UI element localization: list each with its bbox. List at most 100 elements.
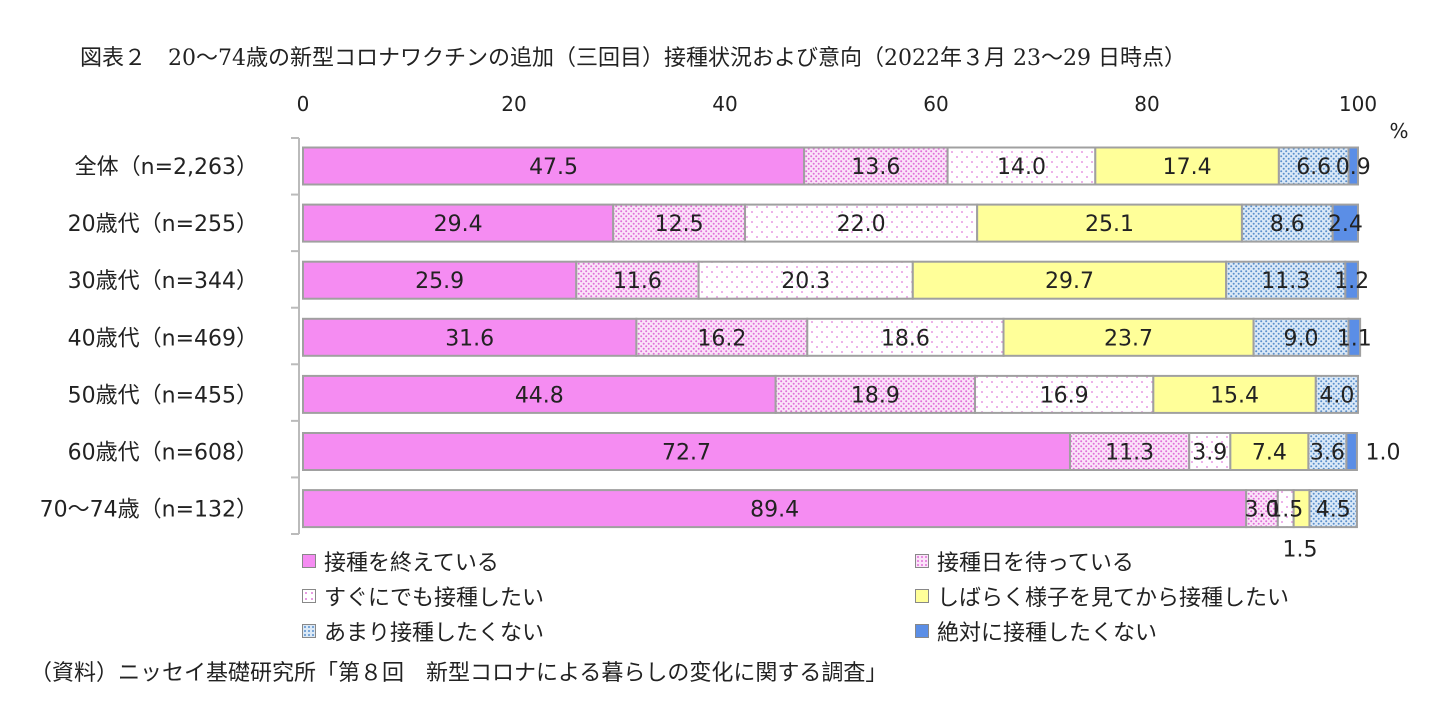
bar-segment — [1094, 146, 1280, 186]
data-label: 18.6 — [881, 326, 930, 351]
x-tick-label: 80 — [1134, 92, 1159, 116]
chart-title: 図表２ 20〜74歳の新型コロナワクチンの追加（三回目）接種状況および意向（20… — [80, 46, 1186, 71]
legend-label: 絶対に接種したくない — [937, 621, 1158, 646]
data-label: 23.7 — [1104, 326, 1153, 351]
bar-segment — [774, 374, 977, 414]
legend-item: あまり接種したくない — [302, 615, 544, 647]
data-label: 11.3 — [1105, 441, 1154, 466]
legend-swatch — [302, 589, 316, 603]
category-label: 20歳代（n=255） — [68, 212, 258, 237]
data-label: 4.0 — [1319, 383, 1354, 408]
legend-swatch — [915, 589, 929, 603]
data-label: 1.2 — [1334, 269, 1369, 294]
category-label: 50歳代（n=455） — [68, 383, 258, 408]
bar-segment — [974, 374, 1155, 414]
bar-segment — [946, 146, 1097, 186]
bar-segment — [697, 260, 914, 300]
outside-data-label: 1.5 — [1283, 538, 1318, 563]
bar-segment — [302, 489, 1248, 529]
legend-item: 絶対に接種したくない — [915, 615, 1157, 647]
data-label: 16.9 — [1040, 383, 1089, 408]
x-tick-label: 100 — [1339, 92, 1377, 116]
data-label: 25.9 — [415, 269, 464, 294]
category-label: 全体（n=2,263） — [75, 155, 258, 180]
data-label: 9.0 — [1284, 326, 1319, 351]
bar-segment — [302, 146, 806, 186]
data-label: 8.6 — [1270, 212, 1305, 237]
bar-segment — [1152, 374, 1317, 414]
outside-data-label: 1.0 — [1366, 441, 1401, 466]
bar-segment — [1307, 432, 1348, 471]
legend-label: あまり接種したくない — [324, 621, 545, 646]
legend-swatch — [302, 624, 316, 638]
legend-item: 接種を終えている — [302, 545, 499, 577]
category-label: 40歳代（n=469） — [68, 326, 258, 351]
data-label: 11.6 — [613, 269, 662, 294]
bar-segment — [1345, 432, 1358, 471]
data-label: 47.5 — [529, 155, 578, 180]
bar-segment — [1002, 317, 1255, 357]
data-label: 3.6 — [1310, 441, 1345, 466]
bar-segment — [1245, 489, 1279, 529]
legend-label: 接種日を待っている — [937, 551, 1134, 576]
data-label: 16.2 — [697, 326, 746, 351]
data-label: 29.7 — [1045, 269, 1094, 294]
data-label: 89.4 — [750, 498, 799, 523]
legend-label: 接種を終えている — [324, 551, 499, 576]
data-label: 44.8 — [515, 383, 564, 408]
data-label: 31.6 — [445, 326, 494, 351]
data-label: 2.4 — [1328, 212, 1363, 237]
data-label: 20.3 — [781, 269, 830, 294]
bar-segment — [1314, 374, 1360, 414]
bar-segment — [1347, 146, 1360, 186]
legend-item: しばらく様子を見てから接種したい — [915, 580, 1289, 612]
data-label: 15.4 — [1210, 383, 1259, 408]
data-label: 0.9 — [1336, 155, 1371, 180]
source-note: （資料）ニッセイ基礎研究所「第８回 新型コロナによる暮らしの変化に関する調査」 — [30, 661, 888, 686]
data-label: 14.0 — [997, 155, 1046, 180]
data-label: 25.1 — [1085, 212, 1134, 237]
bar-segment — [575, 260, 700, 300]
category-label: 70〜74歳（n=132） — [40, 498, 258, 523]
bar-segment — [1225, 260, 1347, 300]
data-label: 29.4 — [434, 212, 483, 237]
category-label: 60歳代（n=608） — [68, 441, 258, 466]
legend-swatch — [302, 554, 316, 568]
data-label: 6.6 — [1296, 155, 1331, 180]
legend-item: すぐにでも接種したい — [302, 580, 544, 612]
category-label: 30歳代（n=344） — [68, 269, 258, 294]
legend-label: しばらく様子を見てから接種したい — [937, 586, 1290, 611]
data-label: 12.5 — [655, 212, 704, 237]
data-label: 1.1 — [1337, 326, 1372, 351]
x-tick-label: 40 — [712, 92, 737, 116]
bar-segment — [302, 317, 638, 357]
legend-swatch — [915, 624, 929, 638]
bar-segment — [302, 374, 777, 414]
bar-segment — [976, 203, 1243, 243]
data-label: 11.3 — [1261, 269, 1310, 294]
x-tick-label: 20 — [501, 92, 526, 116]
data-label: 3.9 — [1192, 441, 1227, 466]
legend-label: すぐにでも接種したい — [324, 586, 545, 611]
x-axis-unit: % — [1389, 119, 1408, 143]
data-label: 13.6 — [851, 155, 900, 180]
bar-segment — [1068, 432, 1191, 471]
data-label: 18.9 — [851, 383, 900, 408]
data-label: 1.5 — [1268, 498, 1303, 523]
legend-swatch — [915, 554, 929, 568]
legend-item: 接種日を待っている — [915, 545, 1134, 577]
bar-segment — [1331, 203, 1360, 243]
bar-segment — [803, 146, 949, 186]
bar-segment — [1344, 260, 1359, 300]
x-tick-label: 0 — [297, 92, 310, 116]
bar-segment — [1277, 146, 1350, 186]
data-label: 4.5 — [1316, 498, 1351, 523]
x-tick-label: 60 — [923, 92, 948, 116]
bar-segment — [1252, 317, 1350, 357]
data-label: 17.4 — [1163, 155, 1212, 180]
data-label: 72.7 — [662, 441, 711, 466]
data-label: 22.0 — [837, 212, 886, 237]
bar-segment — [1347, 317, 1362, 357]
bar-segment — [635, 317, 809, 357]
